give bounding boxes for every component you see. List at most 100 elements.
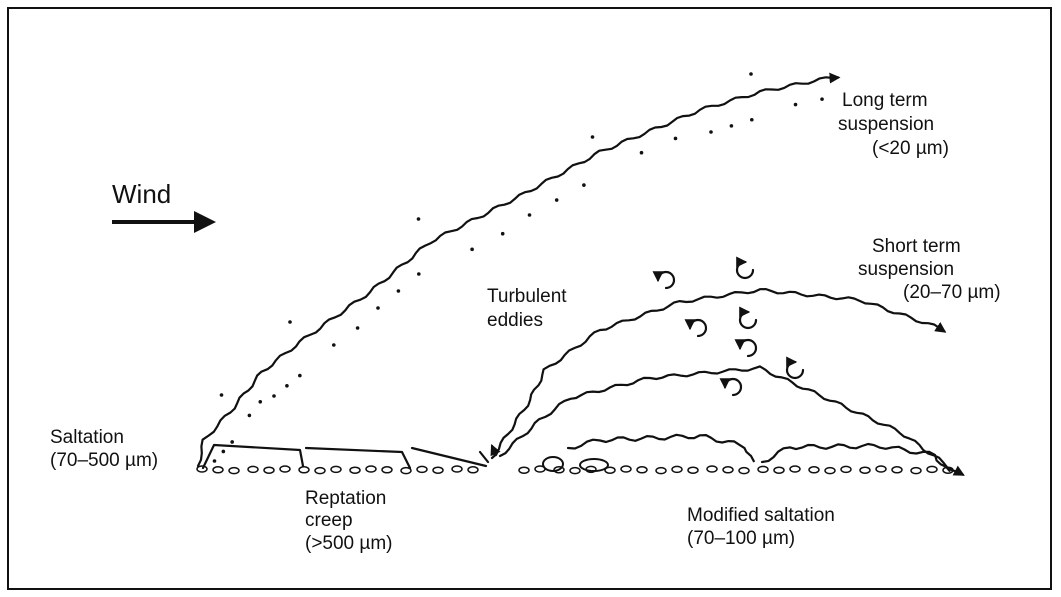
particle [376,306,380,310]
particle [288,320,292,324]
grain [706,465,718,473]
label: (<20 µm) [872,138,949,159]
grain [671,465,683,474]
grain [722,466,734,474]
label: suspension [838,114,934,135]
label: Saltation [50,427,124,448]
grain [400,466,412,475]
particle [554,198,559,202]
grain [789,465,801,473]
grain [891,466,903,474]
grain [553,466,565,474]
particle [332,343,336,347]
eddy [684,318,708,338]
grain [859,466,871,474]
particle [527,213,532,217]
grain [757,465,769,474]
label: (70–500 µm) [50,450,158,471]
particle [470,247,474,252]
particle [230,440,234,444]
particle [417,272,421,276]
grain [467,466,479,474]
particle [258,400,263,404]
grain [687,466,699,474]
particle [750,117,754,122]
shapes [196,72,965,476]
grain [636,466,648,474]
eddy [652,270,676,290]
grain [942,466,954,474]
trajectory [566,433,755,463]
grain [451,465,463,473]
particle [709,130,713,134]
grain [298,466,310,474]
label: creep [305,510,353,531]
particle [590,135,595,139]
wind-arrow-head [194,211,216,233]
label: Turbulent [487,286,567,307]
grain [196,465,208,473]
hop [201,443,488,470]
grain [330,465,342,474]
eddy [735,256,755,280]
grain [518,466,530,474]
eddy [719,377,743,397]
grain [620,465,632,473]
particle [247,413,252,418]
grain [212,466,224,474]
grain [349,466,361,474]
grain [432,466,444,474]
particle [285,384,289,388]
grain [808,466,820,474]
particle [673,136,678,141]
trajectory [498,365,965,476]
grain [314,466,326,475]
hop [478,446,496,464]
particle [212,459,217,463]
particle [639,150,644,155]
grain [875,465,887,473]
label: (70–100 µm) [687,528,795,549]
grain [579,458,609,472]
particle [582,183,586,187]
grain [416,465,428,474]
particle [272,394,276,398]
grain [773,466,785,474]
trajectory [196,72,841,468]
label: Modified saltation [687,505,835,526]
particle [298,373,302,378]
grain [655,466,667,475]
label: (20–70 µm) [903,282,1001,303]
label: suspension [858,259,954,280]
particle [221,449,226,454]
grain [228,466,240,475]
grain [263,466,275,474]
particle [416,217,421,221]
grain [247,465,259,474]
particle [793,102,798,107]
label: Reptation [305,488,386,509]
eddy [734,338,758,358]
grain [840,465,852,474]
grain [381,466,393,474]
eddy [738,306,758,330]
grain [569,466,581,475]
label: Long term [842,90,928,111]
particle [396,289,401,293]
trajectory [490,288,947,460]
grain [910,466,922,475]
grain [279,465,291,473]
particle [219,393,224,397]
particle [500,231,505,236]
grain [365,465,377,473]
wind-label: Wind [112,179,171,209]
label: Short term [872,236,961,257]
grain [738,466,750,475]
particle [749,72,753,76]
frame [7,7,1052,590]
trajectory [760,442,951,472]
label: eddies [487,310,543,331]
eddy [785,356,805,380]
particle [820,97,824,101]
